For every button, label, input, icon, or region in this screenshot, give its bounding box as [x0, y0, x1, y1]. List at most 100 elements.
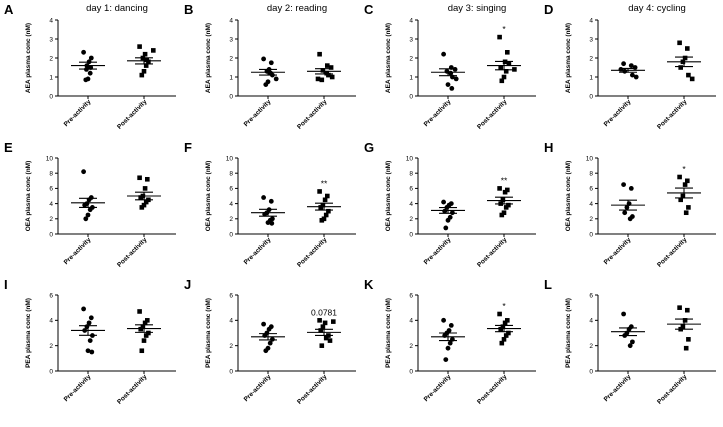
y-tick-label: 4 — [229, 201, 233, 208]
y-tick-label: 3 — [409, 36, 413, 43]
panel-title: day 2: reading — [267, 3, 327, 14]
data-point-post — [319, 343, 325, 348]
data-point-pre — [261, 56, 266, 62]
x-tick-label: Post-activity — [656, 98, 689, 131]
y-tick-label: 8 — [229, 171, 233, 178]
data-point-post — [505, 318, 510, 323]
data-point-post — [502, 189, 508, 195]
y-tick-label: 1 — [49, 74, 53, 81]
x-tick-label: Post-activity — [476, 373, 509, 406]
y-tick-label: 2 — [409, 216, 413, 223]
data-point-post — [137, 44, 142, 49]
data-point-pre — [83, 77, 89, 83]
y-tick-label: 2 — [589, 343, 593, 350]
data-point-pre — [627, 216, 633, 222]
x-tick-label: Pre-activity — [603, 98, 633, 128]
x-tick-label: Pre-activity — [63, 236, 93, 266]
data-point-pre — [443, 225, 449, 231]
y-tick-label: 4 — [409, 318, 413, 325]
y-axis-label: AEA plasma conc (nM) — [385, 23, 392, 93]
x-tick-label: Post-activity — [656, 373, 689, 406]
y-tick-label: 4 — [229, 17, 233, 24]
y-tick-label: 6 — [49, 292, 53, 299]
x-tick-label: Post-activity — [116, 373, 149, 406]
data-point-pre — [82, 202, 88, 208]
y-tick-label: 2 — [49, 216, 53, 223]
data-point-post — [138, 326, 143, 332]
data-point-post — [503, 333, 509, 338]
data-point-pre — [266, 326, 272, 332]
significance-annotation: ** — [501, 175, 508, 185]
y-tick-label: 6 — [409, 292, 413, 299]
data-point-post — [326, 72, 331, 78]
x-tick-label: Post-activity — [296, 236, 329, 269]
data-point-pre — [449, 86, 455, 91]
data-point-pre — [622, 68, 628, 74]
data-point-post — [329, 74, 335, 80]
y-axis-label: OEA plasma conc (nM) — [385, 161, 392, 232]
data-point-pre — [441, 199, 446, 205]
data-point-post — [501, 74, 507, 80]
y-tick-label: 6 — [589, 186, 593, 193]
panel-title: day 3: singing — [448, 3, 507, 14]
data-point-post — [686, 205, 691, 210]
data-point-post — [145, 176, 150, 182]
y-tick-label: 2 — [49, 55, 53, 62]
y-tick-label: 0 — [589, 93, 593, 100]
data-point-post — [331, 319, 336, 324]
y-tick-label: 0 — [229, 93, 233, 100]
x-tick-label: Post-activity — [656, 236, 689, 269]
data-point-pre — [86, 320, 92, 326]
data-point-pre — [633, 74, 639, 80]
data-point-pre — [627, 343, 633, 349]
data-point-pre — [81, 169, 86, 175]
chart-panel-l: L PEA plasma conc (nM) 0 2 4 6 Pre-activity Pos… — [544, 277, 716, 406]
data-point-post — [678, 65, 683, 70]
x-tick-label: Pre-activity — [63, 373, 93, 403]
data-point-post — [499, 78, 505, 84]
y-tick-label: 0 — [229, 368, 233, 375]
y-axis-label: OEA plasma conc (nM) — [205, 161, 212, 232]
data-point-post — [677, 305, 682, 310]
data-point-post — [140, 324, 146, 329]
data-point-post — [320, 324, 326, 329]
data-point-pre — [621, 61, 626, 67]
data-point-post — [677, 40, 682, 46]
data-point-post — [682, 318, 688, 323]
data-point-pre — [452, 67, 458, 72]
y-tick-label: 4 — [49, 17, 53, 24]
data-point-pre — [87, 207, 93, 213]
data-point-post — [682, 55, 688, 61]
data-point-post — [151, 48, 156, 53]
data-point-pre — [445, 345, 451, 351]
data-point-post — [680, 193, 686, 199]
data-point-post — [138, 195, 143, 200]
data-point-post — [317, 318, 322, 323]
y-axis-label: PEA plasma conc (nM) — [25, 298, 32, 368]
panel-letter: F — [184, 140, 192, 155]
panel-letter: A — [4, 2, 14, 17]
y-tick-label: 4 — [589, 318, 593, 325]
y-tick-label: 10 — [226, 155, 234, 162]
data-point-pre — [261, 195, 266, 200]
data-point-pre — [621, 311, 626, 317]
significance-annotation: 0.0781 — [311, 307, 337, 317]
y-tick-label: 4 — [409, 201, 413, 208]
data-point-post — [317, 51, 322, 57]
significance-annotation: * — [682, 164, 686, 174]
x-tick-label: Pre-activity — [243, 373, 273, 403]
panel-letter: I — [4, 277, 8, 292]
data-point-post — [141, 338, 147, 343]
y-axis-label: PEA plasma conc (nM) — [205, 298, 212, 368]
data-point-post — [146, 330, 151, 336]
data-point-post — [497, 186, 502, 191]
data-point-post — [323, 212, 329, 218]
data-point-post — [327, 338, 333, 343]
y-tick-label: 6 — [229, 292, 233, 299]
data-point-post — [677, 174, 682, 180]
x-tick-label: Post-activity — [476, 98, 509, 131]
y-axis-label: PEA plasma conc (nM) — [565, 298, 572, 368]
panel-title: day 1: dancing — [86, 3, 148, 14]
data-point-post — [506, 330, 511, 336]
